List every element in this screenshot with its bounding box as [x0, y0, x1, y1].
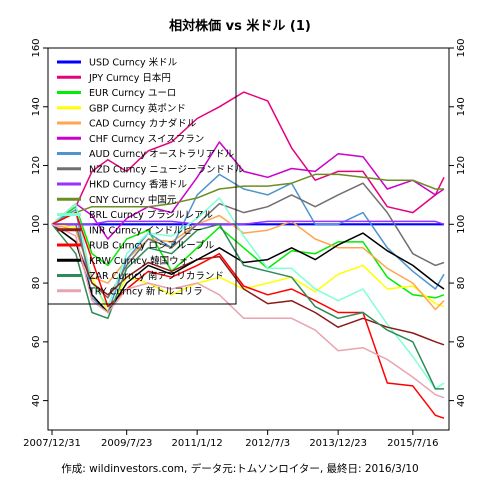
legend-label-0: USD Curncy 米ドル: [89, 57, 178, 69]
y-tick-label-left-2: 80: [31, 277, 42, 290]
y-tick-label-right-1: 60: [456, 335, 467, 348]
y-tick-label-left-5: 140: [31, 97, 42, 116]
series-line-1: [51, 91, 445, 225]
series-line-11: [51, 223, 445, 346]
legend-label-12: RUB Curncy ロシアルーブル: [89, 240, 215, 252]
chart-caption: 作成: wildinvestors.com, データ元:トムソンロイター, 最終…: [61, 462, 418, 475]
y-axis-left: 40 60 80 100 120 140 160: [31, 38, 48, 407]
series-line-7: [52, 182, 445, 299]
y-axis-right: 40 60 80 100 120 140 160: [449, 38, 467, 407]
legend-label-7: NZD Curncy ニュージーランドドル: [89, 164, 245, 175]
legend-label-8: HKD Curncy 香港ドル: [89, 179, 187, 191]
legend-label-13: KRW Curncy 韓国ウォン: [89, 256, 198, 267]
legend-label-6: AUD Curncy オーストラリアドル: [89, 149, 235, 160]
y-tick-label-right-3: 100: [456, 215, 467, 234]
y-tick-label-left-0: 40: [31, 394, 42, 407]
series-line-8: [52, 220, 445, 226]
x-tick-label-3: 2012/7/3: [245, 438, 290, 449]
legend-label-1: JPY Curncy 日本円: [88, 72, 171, 84]
x-tick-label-1: 2009/7/23: [101, 438, 152, 449]
plot-lines: [51, 91, 445, 419]
series-line-9: [51, 173, 444, 225]
legend-label-5: CHF Curncy スイスフラン: [89, 134, 204, 145]
legend-label-2: EUR Curncy ユーロ: [89, 88, 176, 99]
series-line-2: [51, 205, 445, 299]
legend-box: [47, 47, 237, 305]
legend-label-3: GBP Curncy 英ポンド: [89, 102, 186, 114]
x-tick-label-5: 2015/7/16: [387, 438, 438, 449]
x-axis: 2007/12/31 2009/7/23 2011/1/12 2012/7/3 2013…: [23, 430, 438, 449]
y-tick-label-right-0: 40: [456, 394, 467, 407]
y-tick-label-left-4: 120: [31, 156, 42, 175]
y-tick-label-right-5: 140: [456, 97, 467, 116]
series-line-12: [51, 211, 445, 419]
series-line-5: [51, 141, 445, 240]
legend-label-15: TRY Curncy 新トルコリラ: [88, 285, 203, 297]
x-tick-label-0: 2007/12/31: [23, 438, 81, 449]
legend-label-10: BRL Curncy ブラジルレアル: [89, 209, 213, 221]
x-tick-label-2: 2011/1/12: [172, 438, 223, 449]
x-tick-label-4: 2013/12/23: [309, 438, 367, 449]
y-tick-label-right-2: 80: [456, 277, 467, 290]
legend-label-4: CAD Curncy カナダドル: [89, 118, 197, 130]
chart-title: 相対株価 vs 米ドル (1): [169, 18, 311, 34]
legend: USD Curncy 米ドル JPY Curncy 日本円 EUR Curncy ユ…: [47, 47, 245, 305]
y-tick-label-left-3: 100: [31, 215, 42, 234]
series-line-14: [51, 223, 444, 390]
y-tick-label-left-1: 60: [31, 335, 42, 348]
y-tick-label-right-4: 120: [456, 156, 467, 175]
series-line-4: [51, 214, 445, 311]
legend-label-11: INR Curncy インドルピー: [89, 225, 202, 236]
series-line-15: [51, 223, 445, 399]
y-tick-label-left-6: 160: [31, 38, 42, 57]
y-tick-label-right-6: 160: [456, 38, 467, 57]
legend-label-9: CNY Curncy 中国元: [89, 194, 177, 206]
legend-label-14: ZAR Curncy 南アフリカランド: [89, 270, 224, 282]
